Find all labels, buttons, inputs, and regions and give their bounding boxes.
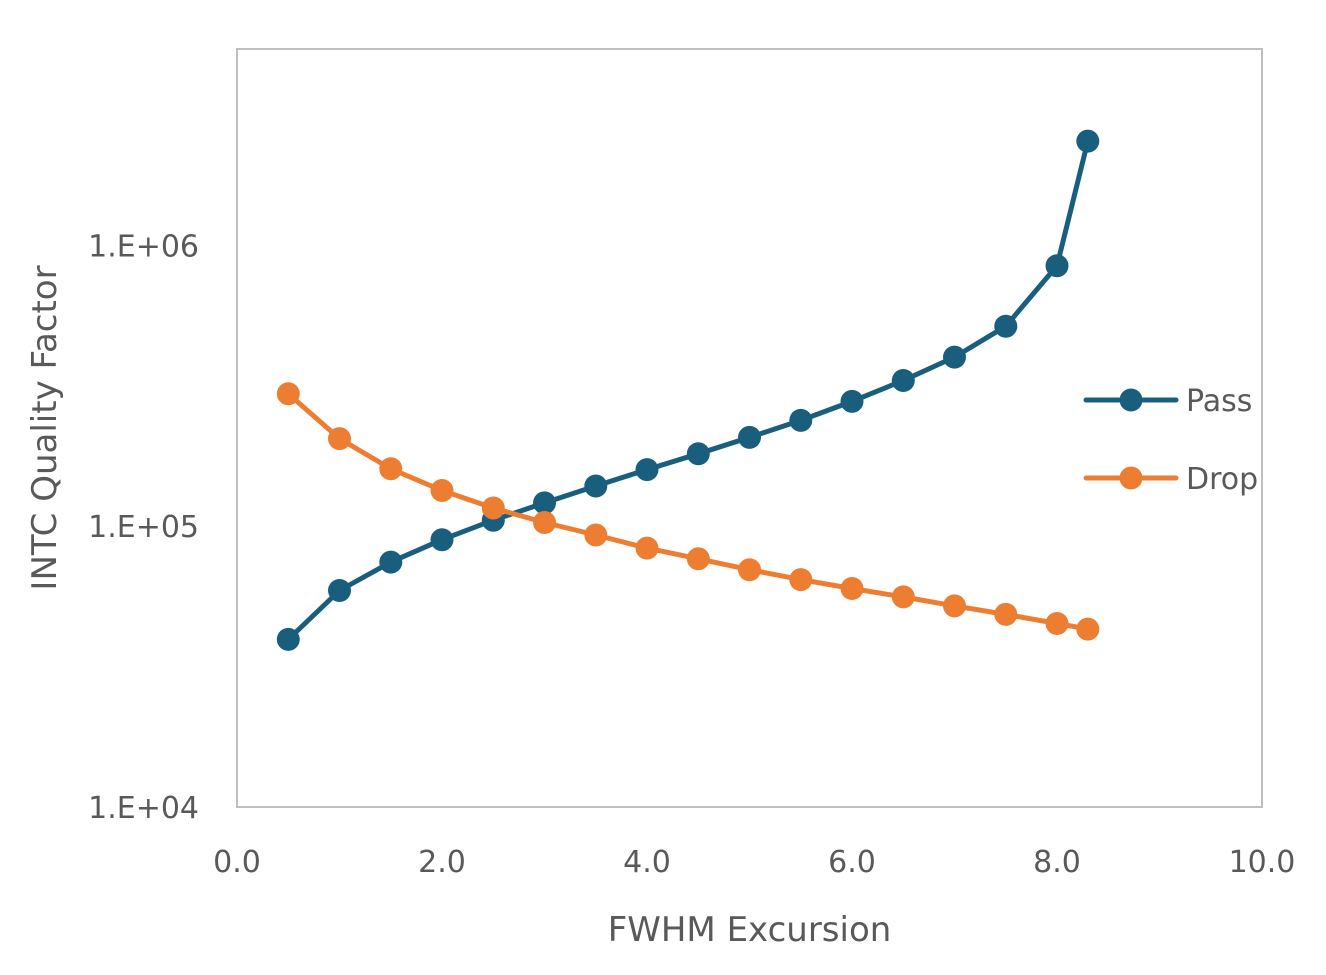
legend-marker-pass (1119, 388, 1143, 412)
data-point-drop (840, 577, 864, 600)
data-point-drop (789, 568, 813, 592)
data-point-drop (1076, 617, 1100, 641)
data-point-drop (943, 594, 966, 618)
data-point-pass (1045, 254, 1069, 278)
data-point-pass (584, 474, 608, 498)
data-point-pass (328, 579, 351, 602)
data-point-drop (379, 457, 403, 481)
x-axis-ticks: 0.0 2.0 4.0 6.0 8.0 10.0 (213, 845, 1295, 880)
data-point-drop (738, 558, 761, 582)
data-point-drop (891, 585, 915, 609)
y-axis-title: INTC Quality Factor (25, 265, 65, 590)
data-point-drop (994, 602, 1018, 626)
data-point-drop (1045, 612, 1069, 635)
data-point-pass (1076, 129, 1100, 153)
data-point-pass (379, 550, 403, 574)
series-pass (276, 129, 1100, 651)
data-point-pass (635, 458, 659, 482)
legend-item-pass: Pass (1083, 384, 1252, 419)
data-point-drop (686, 547, 710, 571)
data-point-pass (430, 528, 454, 552)
data-point-pass (738, 425, 761, 449)
data-point-pass (533, 491, 556, 515)
legend-item-drop: Drop (1083, 462, 1258, 497)
x-tick-label: 4.0 (623, 845, 671, 880)
series-layer (276, 129, 1100, 651)
plot-area-frame (236, 48, 1263, 808)
series-drop (276, 382, 1100, 641)
data-point-pass (943, 345, 966, 369)
data-point-pass (276, 627, 300, 651)
x-axis-title: FWHM Excursion (608, 910, 892, 950)
data-point-drop (533, 511, 556, 534)
y-tick-label: 1.E+06 (88, 229, 199, 264)
x-tick-label: 6.0 (828, 845, 876, 880)
y-axis-ticks: 1.E+04 1.E+05 1.E+06 (88, 229, 199, 826)
y-tick-label: 1.E+04 (88, 791, 199, 826)
x-tick-label: 2.0 (418, 845, 466, 880)
data-point-pass (891, 369, 915, 392)
data-point-pass (686, 442, 710, 466)
legend-marker-drop (1119, 466, 1143, 490)
data-point-pass (840, 389, 864, 413)
data-point-drop (276, 382, 300, 406)
x-tick-label: 8.0 (1033, 845, 1081, 880)
x-tick-label: 10.0 (1229, 845, 1296, 880)
series-line-drop (285, 391, 1091, 632)
data-point-drop (328, 427, 351, 451)
data-point-pass (994, 314, 1018, 338)
legend-label-drop: Drop (1186, 462, 1258, 497)
legend: Pass Drop (1083, 384, 1258, 497)
y-tick-label: 1.E+05 (88, 510, 199, 545)
data-point-drop (584, 523, 608, 547)
data-point-drop (481, 496, 505, 520)
data-point-pass (789, 408, 813, 432)
series-line-pass (285, 138, 1091, 642)
data-point-drop (430, 479, 454, 502)
legend-label-pass: Pass (1186, 384, 1252, 419)
data-point-drop (635, 536, 659, 560)
x-tick-label: 0.0 (213, 845, 261, 880)
